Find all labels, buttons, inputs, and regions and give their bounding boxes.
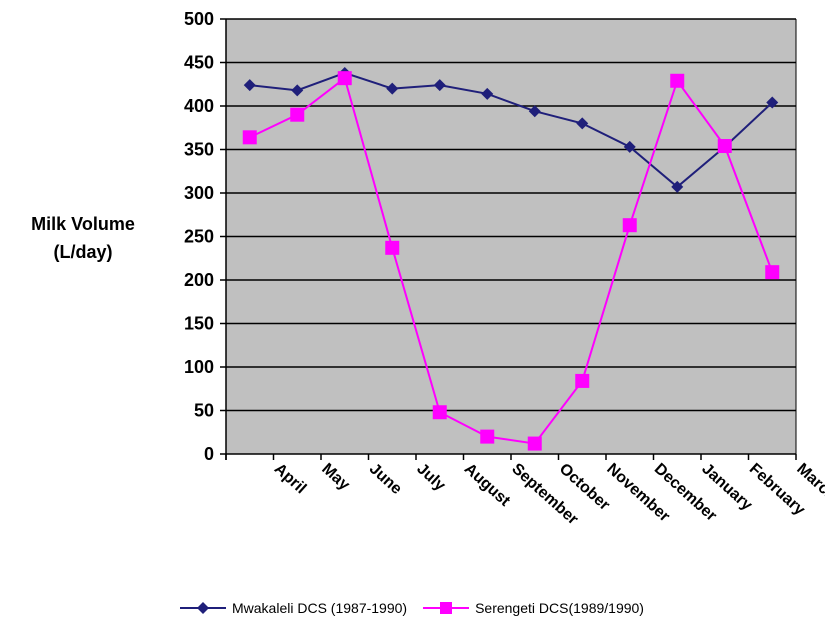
y-axis-label: Milk Volume (L/day): [31, 214, 135, 262]
legend-label-mwakaleli: Mwakaleli DCS (1987-1990): [232, 600, 408, 616]
y-tick-label: 50: [194, 401, 214, 421]
data-point-serengeti: [385, 240, 400, 255]
y-tick-label: 150: [184, 314, 214, 334]
data-point-mwakaleli: [528, 105, 541, 118]
y-tick-label: 450: [184, 53, 214, 73]
data-point-serengeti: [432, 405, 447, 420]
data-point-mwakaleli: [481, 87, 494, 100]
y-tick-labels: 0 50 100 150 200 250 300 350 400 450 500: [184, 9, 214, 464]
diamond-marker-icon: [180, 602, 226, 614]
data-point-serengeti: [527, 436, 542, 451]
x-tick-label: April: [271, 460, 309, 497]
data-point-mwakaleli: [291, 84, 304, 97]
y-tick-label: 350: [184, 140, 214, 160]
y-tick-label: 100: [184, 357, 214, 377]
data-point-mwakaleli: [671, 180, 684, 193]
y-tick-label: 400: [184, 96, 214, 116]
legend-label-serengeti: Serengeti DCS(1989/1990): [475, 600, 644, 616]
x-tick-label: May: [318, 460, 353, 494]
y-tick-label: 500: [184, 9, 214, 29]
square-marker-icon: [423, 602, 470, 614]
series-line-mwakaleli: [249, 71, 773, 189]
data-point-serengeti: [717, 139, 732, 154]
axes: [225, 18, 797, 460]
x-tick-label: August: [461, 460, 514, 510]
legend: Mwakaleli DCS (1987-1990) Serengeti DCS(…: [180, 600, 644, 616]
data-point-serengeti: [622, 218, 637, 233]
legend-item-serengeti: Serengeti DCS(1989/1990): [423, 600, 644, 616]
data-point-mwakaleli: [576, 117, 589, 130]
y-tick-label: 200: [184, 270, 214, 290]
series-group: [242, 66, 780, 451]
x-tick-label: July: [413, 460, 448, 494]
data-point-serengeti: [765, 265, 780, 280]
y-tick-label: 250: [184, 227, 214, 247]
x-tick-labels: April May June July AugustSeptemberOctoberNo…: [271, 460, 825, 528]
data-point-serengeti: [290, 107, 305, 122]
x-tick-label: June: [366, 460, 405, 498]
data-point-serengeti: [242, 130, 257, 145]
data-point-serengeti: [670, 73, 685, 88]
y-tick-label: 300: [184, 183, 214, 203]
data-point-mwakaleli: [243, 79, 256, 92]
data-point-serengeti: [337, 71, 352, 86]
data-point-mwakaleli: [386, 82, 399, 95]
data-point-serengeti: [575, 373, 590, 388]
data-point-mwakaleli: [766, 96, 779, 109]
legend-item-mwakaleli: Mwakaleli DCS (1987-1990): [180, 600, 407, 616]
data-point-serengeti: [480, 429, 495, 444]
series-line-serengeti: [249, 76, 774, 445]
y-tick-label: 0: [204, 444, 214, 464]
data-point-mwakaleli: [623, 140, 636, 153]
data-point-mwakaleli: [433, 79, 446, 92]
